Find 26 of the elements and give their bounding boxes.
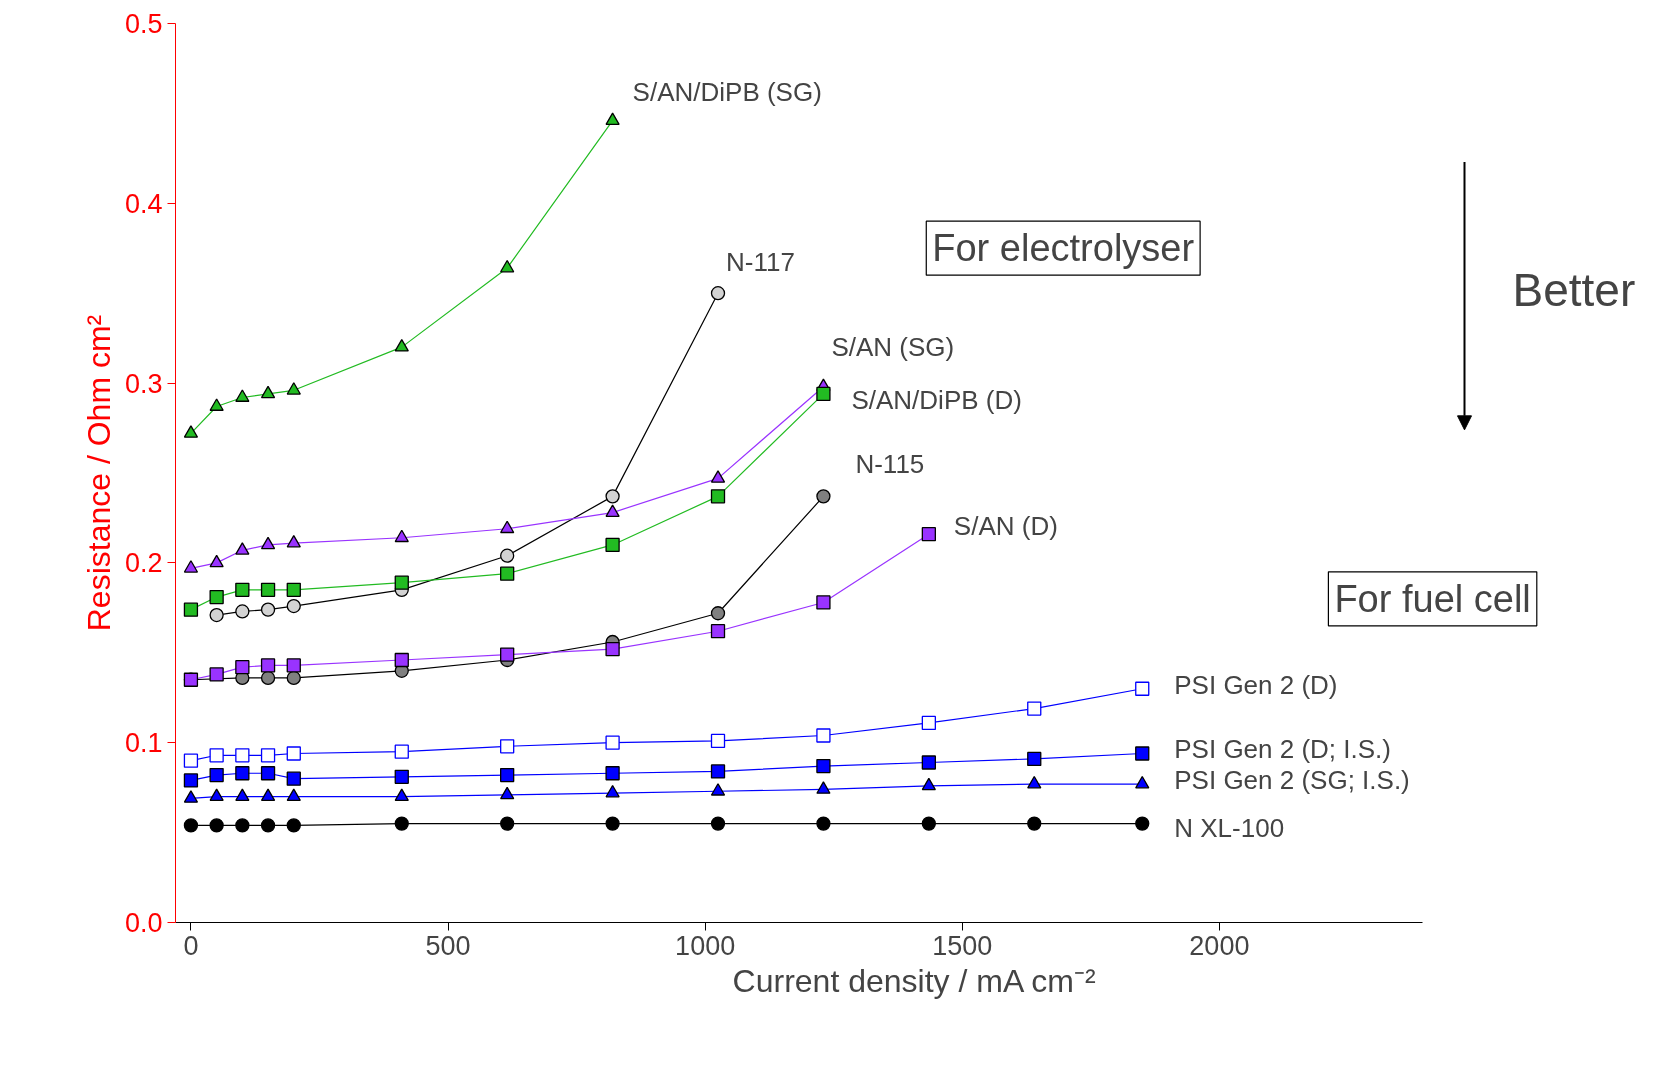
series-label: PSI Gen 2 (SG; I.S.) (1174, 765, 1410, 796)
x-tick-label: 0 (183, 930, 199, 961)
y-tick-label: 0.2 (124, 548, 163, 579)
y-tick-label: 0.3 (124, 368, 163, 399)
annotation: For electrolyser (932, 227, 1195, 270)
y-tick-label: 0.4 (124, 188, 163, 219)
series-label: S/AN/DiPB (SG) (632, 76, 822, 107)
annotation: For fuel cell (1334, 577, 1531, 620)
y-tick-label: 0.0 (124, 908, 163, 938)
x-tick-label: 1500 (932, 930, 993, 961)
y-tick-label: 0.5 (124, 9, 163, 39)
series-label: PSI Gen 2 (D) (1174, 669, 1338, 700)
x-tick-label: 1000 (675, 930, 736, 961)
text: Better (1512, 263, 1636, 316)
series-label: S/AN/DiPB (D) (851, 384, 1022, 415)
series-label: N-117 (726, 247, 795, 278)
y-axis-title: Resistance / Ohm cm² (80, 314, 117, 632)
series-label: S/AN (D) (953, 511, 1058, 542)
series-label: N-115 (855, 449, 925, 480)
x-tick-label: 2000 (1189, 930, 1250, 961)
series-label: S/AN (SG) (831, 331, 955, 362)
series-label: N XL-100 (1174, 812, 1285, 843)
y-tick-label: 0.1 (124, 728, 163, 759)
x-tick-label: 500 (425, 930, 471, 961)
series-label: PSI Gen 2 (D; I.S.) (1174, 734, 1391, 765)
x-axis-title: Current density / mA cm⁻² (732, 962, 1097, 999)
